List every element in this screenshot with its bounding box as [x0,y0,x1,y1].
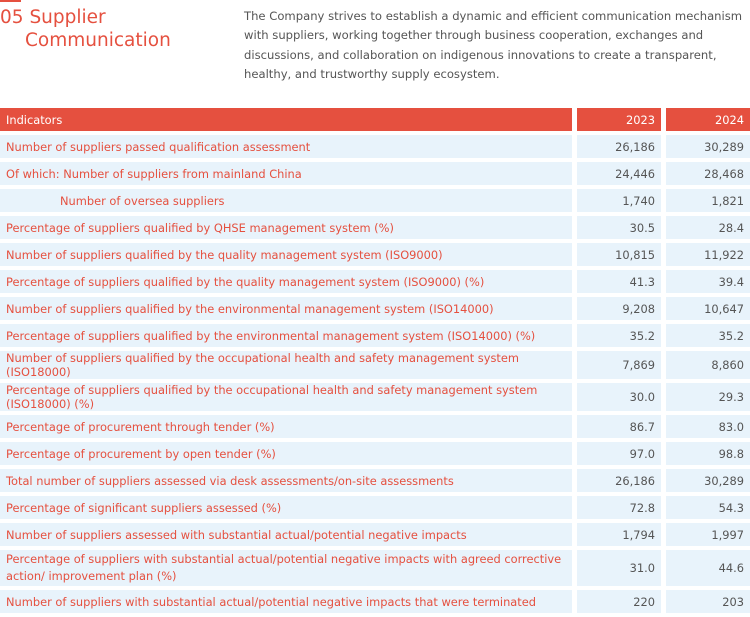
value-2023: 24,446 [577,162,661,185]
value-2023: 35.2 [577,324,661,347]
indicator-label: Percentage of suppliers qualified by QHS… [0,216,572,239]
table-row: Number of suppliers qualified by the env… [0,297,750,320]
value-2023: 97.0 [577,442,661,465]
table-row: Percentage of procurement by open tender… [0,442,750,465]
table-row: Total number of suppliers assessed via d… [0,469,750,492]
indicator-label: Percentage of suppliers with substantial… [0,550,572,586]
value-2023: 1,794 [577,523,661,546]
value-2023: 31.0 [577,550,661,586]
table-row: Percentage of suppliers qualified by the… [0,324,750,347]
section-intro: The Company strives to establish a dynam… [244,9,743,81]
value-2024: 28.4 [666,216,750,239]
value-2024: 10,647 [666,297,750,320]
value-2023: 41.3 [577,270,661,293]
indicator-label: Percentage of procurement by open tender… [0,442,572,465]
table-row: Number of suppliers assessed with substa… [0,523,750,546]
value-2024: 83.0 [666,415,750,438]
table-row: Percentage of procurement through tender… [0,415,750,438]
value-2023: 86.7 [577,415,661,438]
indicator-label: Percentage of suppliers qualified by the… [0,324,572,347]
value-2024: 35.2 [666,324,750,347]
table-header: Indicators 2023 2024 [0,108,750,131]
header-indicators: Indicators [0,108,572,131]
indicator-label: Percentage of significant suppliers asse… [0,496,572,519]
table-row: Number of suppliers with substantial act… [0,590,750,613]
table-row: Percentage of suppliers qualified by the… [0,270,750,293]
value-2024: 44.6 [666,550,750,586]
indicator-label: Percentage of suppliers qualified by the… [0,383,572,411]
section-title-line2: Communication [25,30,171,51]
value-2023: 72.8 [577,496,661,519]
table-row: Percentage of significant suppliers asse… [0,496,750,519]
section-title: 05 Supplier Communication [0,6,171,52]
accent-bar [0,0,21,2]
table-row: Number of oversea suppliers 1,740 1,821 [0,189,750,212]
value-2023: 9,208 [577,297,661,320]
table-row: Number of suppliers qualified by the qua… [0,243,750,266]
table-row: Of which: Number of suppliers from mainl… [0,162,750,185]
indicator-label: Number of suppliers assessed with substa… [0,523,572,546]
indicator-label: Total number of suppliers assessed via d… [0,469,572,492]
value-2024: 98.8 [666,442,750,465]
value-2024: 11,922 [666,243,750,266]
indicator-label: Number of suppliers with substantial act… [0,590,572,613]
value-2024: 30,289 [666,135,750,158]
indicator-label: Number of suppliers qualified by the qua… [0,243,572,266]
indicators-table: Indicators 2023 2024 Number of suppliers… [0,104,750,617]
value-2023: 220 [577,590,661,613]
indicator-label: Number of suppliers qualified by the env… [0,297,572,320]
header-2024: 2024 [666,108,750,131]
value-2023: 30.0 [577,383,661,411]
value-2024: 203 [666,590,750,613]
indicator-label: Percentage of suppliers qualified by the… [0,270,572,293]
value-2024: 28,468 [666,162,750,185]
value-2024: 29.3 [666,383,750,411]
value-2023: 10,815 [577,243,661,266]
indicator-label: Number of suppliers passed qualification… [0,135,572,158]
value-2023: 7,869 [577,351,661,379]
value-2023: 30.5 [577,216,661,239]
indicator-label: Number of oversea suppliers [0,189,572,212]
table-row: Number of suppliers qualified by the occ… [0,351,750,379]
value-2023: 1,740 [577,189,661,212]
value-2024: 8,860 [666,351,750,379]
table-row: Number of suppliers passed qualification… [0,135,750,158]
value-2024: 1,997 [666,523,750,546]
indicator-label: Number of suppliers qualified by the occ… [0,351,572,379]
indicator-label: Of which: Number of suppliers from mainl… [0,162,572,185]
section-title-line1: Supplier [29,7,106,28]
header-2023: 2023 [577,108,661,131]
value-2023: 26,186 [577,135,661,158]
value-2024: 1,821 [666,189,750,212]
value-2024: 54.3 [666,496,750,519]
table-row: Percentage of suppliers qualified by the… [0,383,750,411]
value-2024: 39.4 [666,270,750,293]
indicator-label: Percentage of procurement through tender… [0,415,572,438]
table-row: Percentage of suppliers qualified by QHS… [0,216,750,239]
value-2023: 26,186 [577,469,661,492]
table-row: Percentage of suppliers with substantial… [0,550,750,586]
section-number: 05 [0,7,24,28]
value-2024: 30,289 [666,469,750,492]
